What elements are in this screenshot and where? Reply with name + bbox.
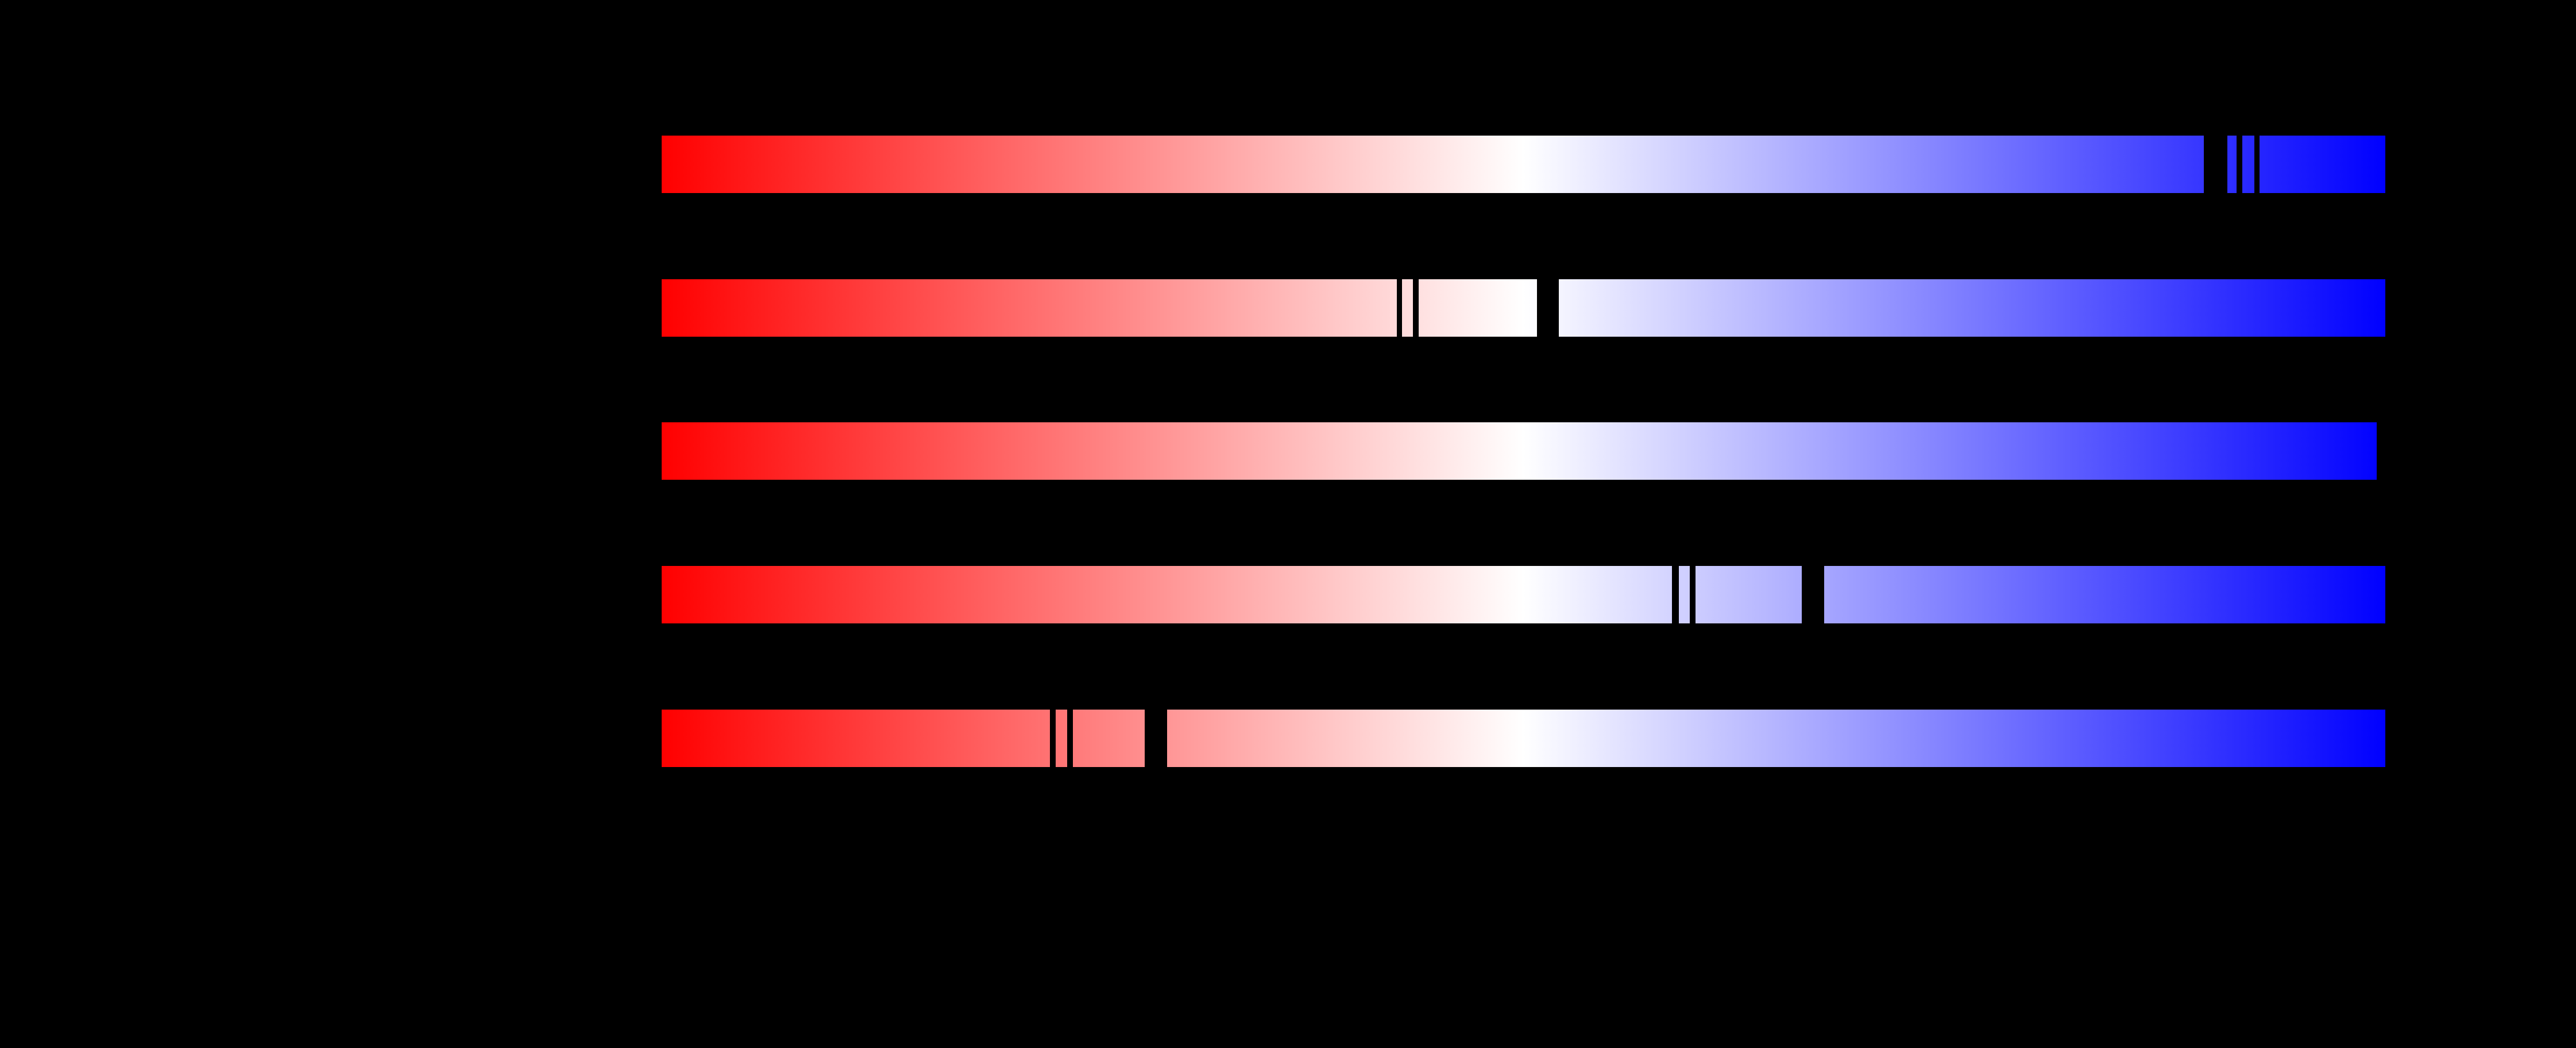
spectral-gap	[1671, 566, 1679, 623]
spectral-gap	[2254, 136, 2260, 193]
spectral-gap	[2237, 136, 2242, 193]
spectrum-band-row-2	[662, 279, 2385, 337]
spectral-gap	[1144, 710, 1167, 767]
spectral-gap	[1050, 710, 1056, 767]
spectral-gap	[2203, 136, 2228, 193]
spectrum-band-row-3	[662, 422, 2377, 480]
spectrum-band-row-4	[662, 566, 2385, 623]
spectrum-band-row-1	[662, 136, 2385, 193]
spectral-gap	[1067, 710, 1073, 767]
spectral-gap	[1690, 566, 1696, 623]
spectral-gap	[1536, 279, 1559, 337]
spectral-gap	[1396, 279, 1402, 337]
spectral-gap	[1413, 279, 1419, 337]
spectral-gap	[1802, 566, 1824, 623]
spectrum-band-row-5	[662, 710, 2385, 767]
